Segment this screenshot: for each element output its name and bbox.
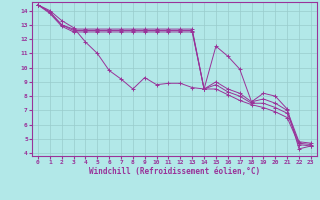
X-axis label: Windchill (Refroidissement éolien,°C): Windchill (Refroidissement éolien,°C) bbox=[89, 167, 260, 176]
